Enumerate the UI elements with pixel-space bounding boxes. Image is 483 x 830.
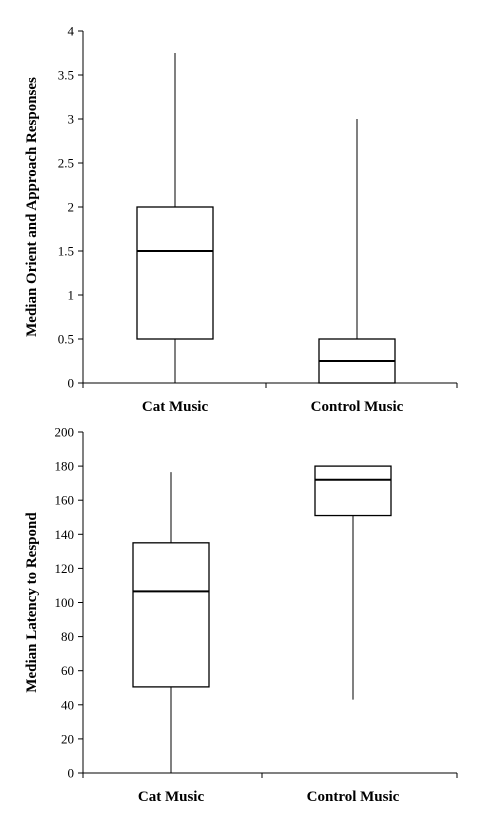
y-tick-label: 80 <box>61 629 74 644</box>
y-tick-label: 1 <box>68 288 75 303</box>
y-tick-label: 40 <box>61 697 74 712</box>
y-tick-label: 100 <box>55 595 75 610</box>
x-category-label: Cat Music <box>138 789 205 805</box>
x-category-label: Control Music <box>311 399 404 415</box>
y-tick-label: 2.5 <box>58 156 74 171</box>
x-category-label: Control Music <box>307 789 400 805</box>
y-tick-label: 3.5 <box>58 68 74 83</box>
y-tick-label: 2 <box>68 200 75 215</box>
box-control-music <box>314 465 392 517</box>
y-tick-label: 0 <box>68 376 75 391</box>
y-tick-label: 1.5 <box>58 244 74 259</box>
chart-orient-approach: 0 0.5 1 1.5 2 2.5 3 3.5 4 Cat Music Control Music M… <box>24 24 458 415</box>
y-tick-label: 120 <box>55 561 75 576</box>
y-tick-label: 0.5 <box>58 332 74 347</box>
box-cat-music <box>136 206 214 340</box>
chart-latency: 0 20 40 60 80 100 120 140 160 180 200 Cat Music Cont… <box>24 425 458 805</box>
box-cat-music <box>132 542 210 688</box>
y-axis-title: Median Orient and Approach Responses <box>24 77 40 337</box>
y-tick-label: 140 <box>55 527 75 542</box>
y-tick-label: 60 <box>61 663 74 678</box>
y-tick-label: 180 <box>55 459 75 474</box>
y-tick-label: 3 <box>68 112 75 127</box>
y-tick-label: 4 <box>68 24 75 39</box>
y-tick-label: 0 <box>68 766 75 781</box>
y-tick-label: 160 <box>55 493 75 508</box>
x-category-label: Cat Music <box>142 399 209 415</box>
y-tick-label: 200 <box>55 425 75 440</box>
y-tick-label: 20 <box>61 731 74 746</box>
y-axis-title: Median Latency to Respond <box>24 512 40 693</box>
